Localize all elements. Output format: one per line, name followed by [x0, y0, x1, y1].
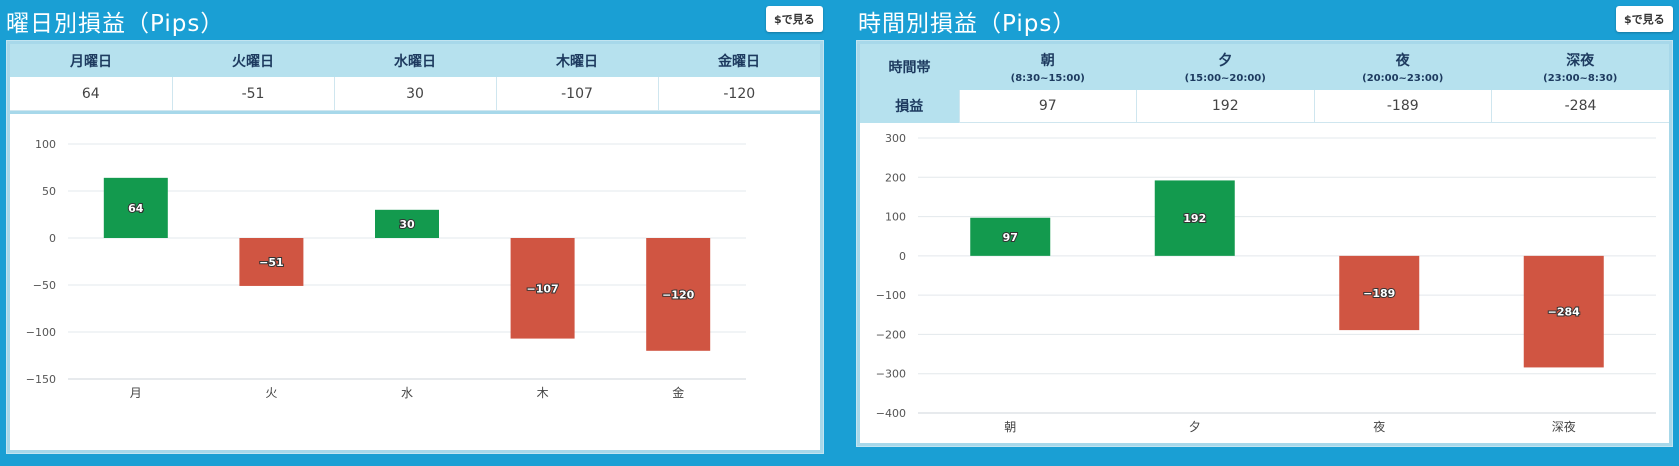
timeslot-bar[interactable]	[970, 217, 1051, 256]
timeslot-bar[interactable]	[1339, 255, 1420, 331]
timeslot-header-name: 深夜	[1566, 53, 1595, 69]
weekday-ytick-label: −50	[33, 279, 56, 292]
timeslot-panel-title: 時間別損益（Pips）	[858, 11, 1077, 37]
weekday-header-thu: 木曜日	[496, 44, 658, 77]
weekday-ytick-label: 100	[35, 138, 56, 151]
timeslot-data-label: −189	[1363, 287, 1395, 300]
weekday-value-fri: -120	[657, 77, 820, 111]
timeslot-header-range: (15:00~20:00)	[1184, 73, 1266, 84]
timeslot-corner-label: 時間帯	[860, 44, 959, 90]
timeslot-ytick-label: 200	[885, 171, 906, 184]
timeslot-value-evening: 192	[1136, 90, 1314, 123]
weekday-pnl-panel: 曜日別損益（Pips） $で見る 月曜日 火曜日 水曜日 木曜日 金曜日 64 …	[0, 0, 830, 466]
weekday-header-row: 月曜日 火曜日 水曜日 木曜日 金曜日	[10, 44, 820, 77]
timeslot-bar-chart: 300 200 100 0 −100 −200 −300 −400 97 朝 192 夕 −189 夜 −2…	[876, 132, 1656, 434]
timeslot-value-row: 損益 97 192 -189 -284	[860, 90, 1669, 123]
timeslot-header-name: 朝	[1040, 53, 1055, 69]
weekday-category-label: 火	[265, 386, 277, 400]
weekday-usd-view-button[interactable]: $で見る	[766, 6, 823, 32]
timeslot-ytick-label: −200	[876, 328, 906, 341]
weekday-value-tue: -51	[171, 77, 334, 111]
timeslot-ytick-label: 100	[885, 211, 906, 224]
timeslot-ytick-label: 300	[885, 132, 906, 145]
weekday-header-mon: 月曜日	[10, 44, 172, 77]
timeslot-data-label: 97	[1003, 231, 1018, 244]
timeslot-category-label: 夜	[1373, 419, 1385, 434]
timeslot-header-name: 夕	[1218, 53, 1233, 69]
timeslot-bar[interactable]	[1523, 255, 1604, 368]
weekday-card: 月曜日 火曜日 水曜日 木曜日 金曜日 64 -51 30 -107 -120 …	[6, 40, 824, 454]
timeslot-header-range: (23:00~8:30)	[1543, 73, 1618, 84]
timeslot-row-label: 損益	[860, 90, 959, 123]
timeslot-value-morning: 97	[958, 90, 1137, 123]
weekday-header-tue: 火曜日	[172, 44, 334, 77]
weekday-data-label: −51	[259, 256, 284, 269]
timeslot-category-label: 深夜	[1552, 419, 1576, 434]
weekday-header-wed: 水曜日	[334, 44, 496, 77]
weekday-panel-title: 曜日別損益（Pips）	[6, 11, 225, 37]
weekday-category-label: 水	[401, 386, 413, 400]
timeslot-bar[interactable]	[1154, 180, 1235, 256]
timeslot-header-name: 夜	[1395, 53, 1410, 69]
weekday-value-thu: -107	[495, 77, 658, 111]
weekday-value-row: 64 -51 30 -107 -120	[10, 77, 820, 111]
timeslot-data-label: 192	[1183, 212, 1206, 225]
weekday-chart-area: 100 50 0 −50 −100 −150 64 月 −51 火 30 水 −107 木 −120 金	[10, 114, 820, 450]
weekday-bar[interactable]	[510, 238, 575, 339]
timeslot-card: 時間帯 朝 (8:30~15:00) 夕 (15:00~20:00) 夜 (20:00…	[856, 40, 1673, 447]
timeslot-header-morning: 朝 (8:30~15:00)	[959, 44, 1137, 90]
timeslot-ytick-label: −100	[876, 289, 906, 302]
weekday-ytick-label: −100	[26, 326, 56, 339]
weekday-category-label: 木	[537, 386, 549, 400]
timeslot-ytick-label: −400	[876, 407, 906, 420]
weekday-data-label: 30	[399, 218, 415, 231]
timeslot-value-latenight: -284	[1491, 90, 1669, 123]
weekday-category-label: 月	[130, 386, 142, 400]
weekday-bar[interactable]	[239, 238, 304, 286]
timeslot-header-range: (20:00~23:00)	[1362, 73, 1444, 84]
timeslot-category-label: 夕	[1189, 420, 1201, 434]
timeslot-summary-table: 時間帯 朝 (8:30~15:00) 夕 (15:00~20:00) 夜 (20:00…	[860, 44, 1669, 123]
timeslot-category-label: 朝	[1004, 420, 1016, 434]
weekday-category-label: 金	[672, 385, 684, 400]
timeslot-chart-area: 300 200 100 0 −100 −200 −300 −400 97 朝 192 夕 −189 夜 −2…	[860, 123, 1669, 443]
timeslot-header-evening: 夕 (15:00~20:00)	[1136, 44, 1314, 90]
timeslot-ytick-label: −300	[876, 368, 906, 381]
timeslot-usd-view-button[interactable]: $で見る	[1616, 6, 1673, 32]
timeslot-header-latenight: 深夜 (23:00~8:30)	[1491, 44, 1669, 90]
weekday-ytick-label: 0	[49, 232, 56, 245]
timeslot-value-night: -189	[1313, 90, 1492, 123]
weekday-data-label: −120	[662, 288, 695, 301]
timeslot-data-label: −284	[1548, 306, 1581, 319]
weekday-data-label: 64	[128, 202, 144, 215]
weekday-data-label: −107	[527, 282, 559, 295]
timeslot-pnl-panel: 時間別損益（Pips） $で見る 時間帯 朝 (8:30~15:00) 夕 (15:…	[852, 0, 1679, 466]
timeslot-header-range: (8:30~15:00)	[1010, 73, 1085, 84]
weekday-bar-chart: 100 50 0 −50 −100 −150 64 月 −51 火 30 水 −107 木 −120 金	[26, 138, 746, 400]
weekday-summary-table: 月曜日 火曜日 水曜日 木曜日 金曜日 64 -51 30 -107 -120	[10, 44, 820, 111]
weekday-value-mon: 64	[10, 77, 172, 111]
timeslot-ytick-label: 0	[899, 250, 906, 263]
weekday-ytick-label: −150	[26, 373, 56, 386]
weekday-bar[interactable]	[646, 238, 711, 351]
timeslot-header-row: 時間帯 朝 (8:30~15:00) 夕 (15:00~20:00) 夜 (20:00…	[860, 44, 1669, 90]
weekday-bar[interactable]	[375, 209, 439, 238]
weekday-bar[interactable]	[103, 177, 168, 238]
weekday-value-wed: 30	[333, 77, 496, 111]
weekday-ytick-label: 50	[42, 185, 56, 198]
timeslot-header-night: 夜 (20:00~23:00)	[1314, 44, 1492, 90]
weekday-header-fri: 金曜日	[658, 44, 820, 77]
